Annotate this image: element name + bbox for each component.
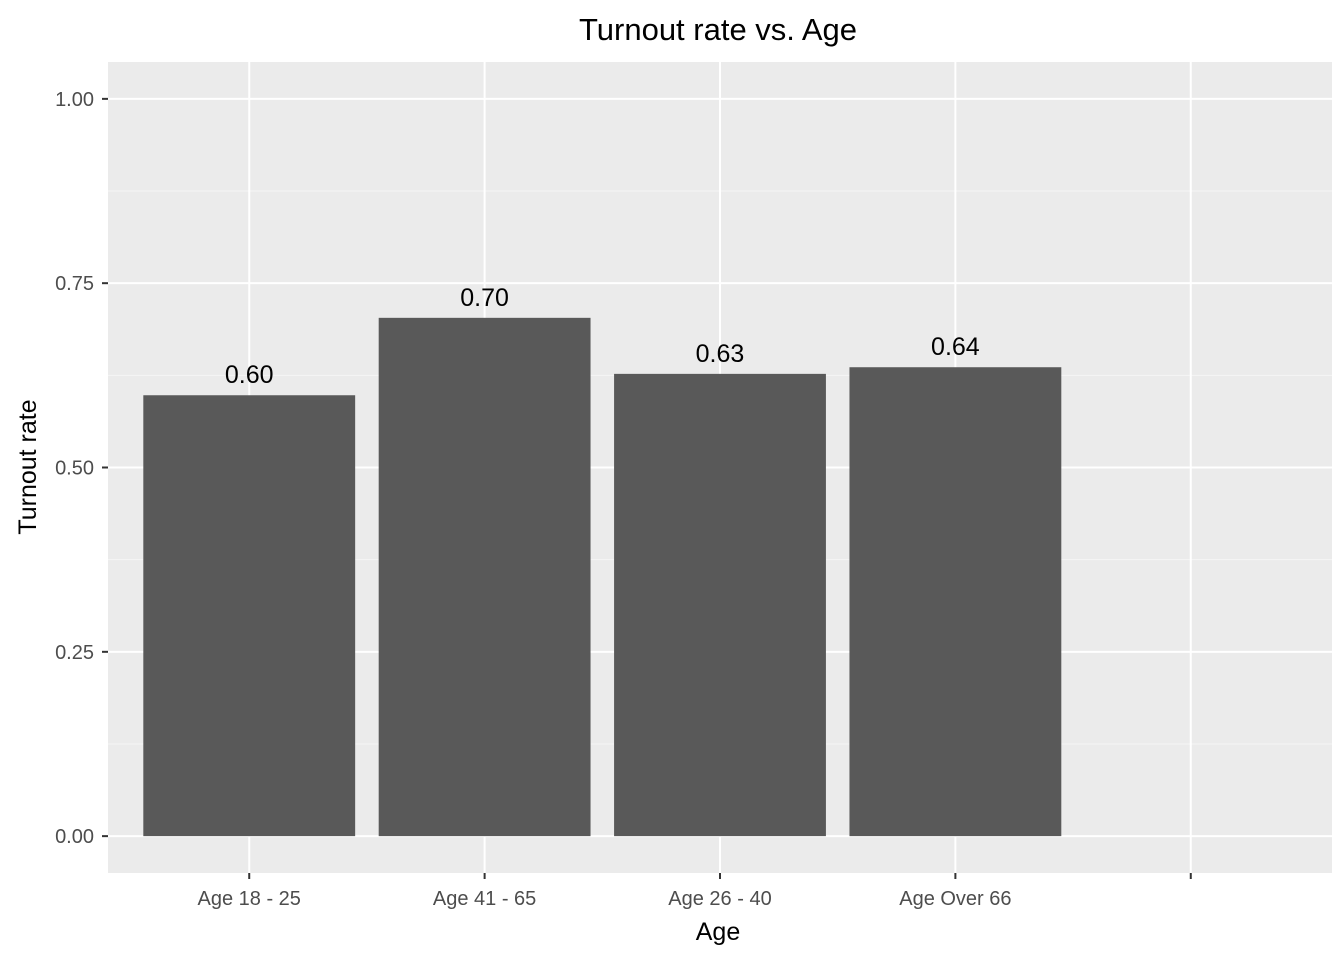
x-tick-label: Age 26 - 40 [668, 888, 771, 910]
y-tick-label: 0.75 [55, 273, 94, 295]
bar [849, 367, 1062, 837]
bar-value-label: 0.64 [931, 333, 980, 361]
y-axis: 0.00 0.25 0.50 0.75 1.00 [55, 89, 108, 848]
y-tick-label: 0.50 [55, 458, 94, 480]
y-tick-label: 0.25 [55, 642, 94, 664]
y-axis-title: Turnout rate [14, 399, 42, 534]
x-axis: Age 18 - 25 Age 41 - 65 Age 26 - 40 Age Ove… [198, 873, 1192, 910]
x-tick-label: Age 41 - 65 [433, 888, 536, 910]
bar-value-label: 0.70 [460, 284, 509, 312]
bar [143, 395, 356, 837]
y-tick-label: 0.00 [55, 826, 94, 848]
x-axis-title: Age [696, 918, 740, 946]
x-tick-label: Age Over 66 [899, 888, 1011, 910]
y-tick-label: 1.00 [55, 89, 94, 111]
bar-value-label: 0.63 [696, 340, 745, 368]
bar-labels: 0.60 0.70 0.63 0.64 [225, 284, 980, 389]
chart-title: Turnout rate vs. Age [579, 12, 857, 47]
x-tick-label: Age 18 - 25 [198, 888, 301, 910]
bar-value-label: 0.60 [225, 361, 274, 389]
bar [614, 373, 826, 837]
bar [378, 317, 591, 837]
bars [143, 317, 1062, 837]
